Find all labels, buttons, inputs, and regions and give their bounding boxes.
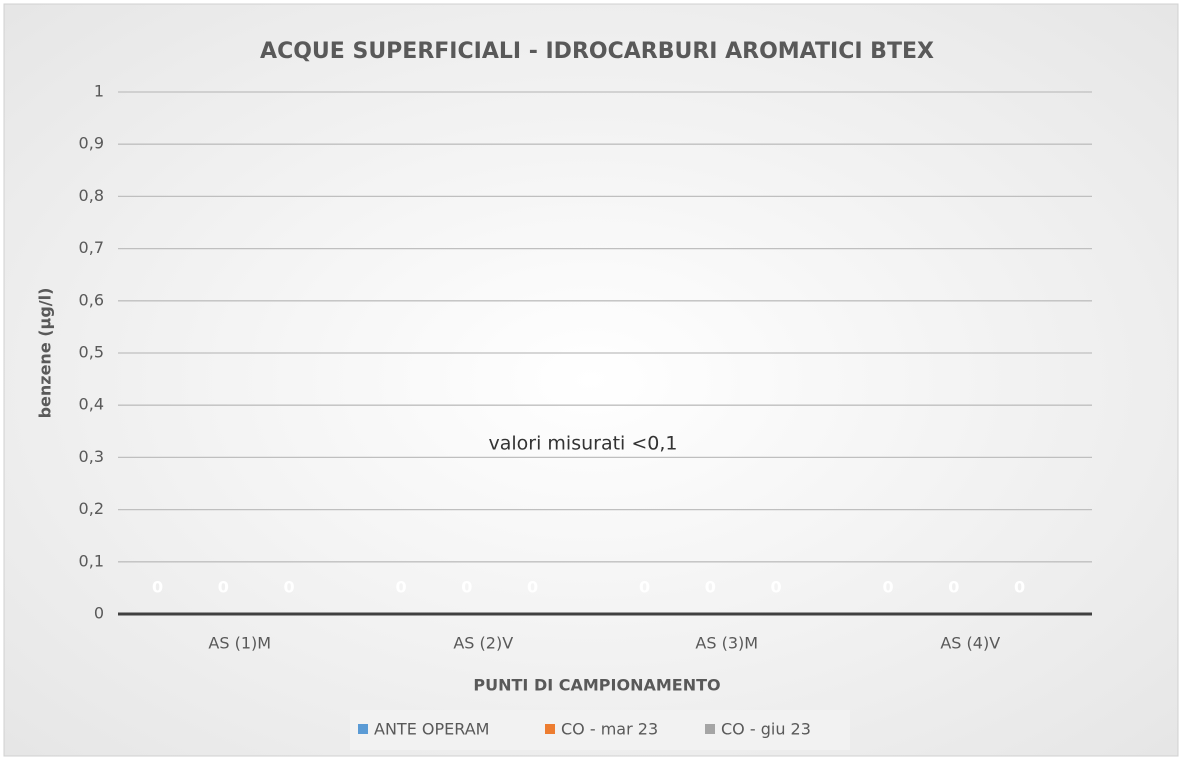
data-label: 0 [283,578,294,597]
y-tick-label: 0,2 [79,499,104,518]
x-tick-label: AS (1)M [208,634,271,653]
chart-title: ACQUE SUPERFICIALI - IDROCARBURI AROMATI… [260,39,934,64]
y-tick-label: 0,1 [79,551,104,570]
data-label: 0 [395,578,406,597]
legend-swatch [705,724,715,734]
data-label: 0 [461,578,472,597]
legend-swatch [358,724,368,734]
annotation: valori misurati <0,1 [488,433,677,455]
data-label: 0 [639,578,650,597]
y-tick-label: 0,9 [79,134,104,153]
data-label: 0 [882,578,893,597]
legend-label: ANTE OPERAM [374,720,489,739]
y-tick-label: 0,6 [79,290,104,309]
y-tick-label: 1 [94,82,104,101]
data-label: 0 [152,578,163,597]
data-label: 0 [1014,578,1025,597]
chart-background [3,3,1179,757]
legend-swatch [545,724,555,734]
x-tick-label: AS (2)V [453,634,513,653]
x-tick-label: AS (3)M [695,634,758,653]
data-label: 0 [948,578,959,597]
y-tick-label: 0,5 [79,343,104,362]
y-tick-label: 0,7 [79,238,104,257]
data-label: 0 [218,578,229,597]
y-axis-title: benzene (µg/l) [36,288,55,419]
legend-label: CO - mar 23 [561,720,658,739]
x-axis-title: PUNTI DI CAMPIONAMENTO [473,676,720,695]
legend-label: CO - giu 23 [721,720,811,739]
data-label: 0 [705,578,716,597]
y-tick-label: 0,8 [79,186,104,205]
legend-box [350,710,850,750]
data-label: 0 [770,578,781,597]
y-tick-label: 0,3 [79,447,104,466]
y-tick-label: 0,4 [79,395,104,414]
y-tick-label: 0 [94,604,104,623]
x-tick-label: AS (4)V [940,634,1000,653]
data-label: 0 [527,578,538,597]
